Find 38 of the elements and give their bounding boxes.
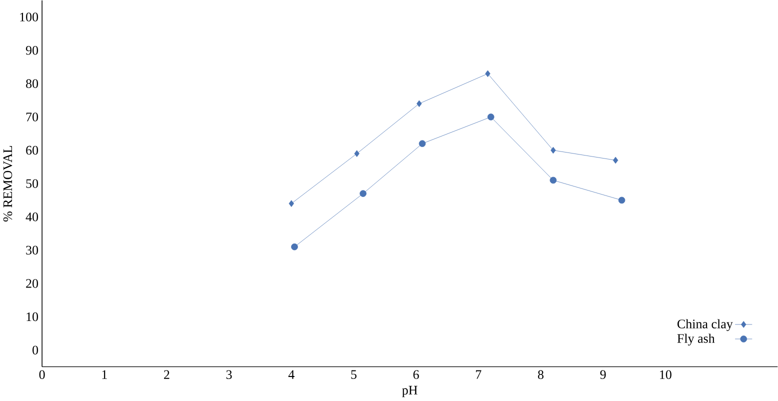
y-tick-label: 20 [26, 279, 38, 288]
x-tick-label: 6 [413, 370, 419, 380]
x-tick-label: 8 [538, 370, 544, 380]
point [288, 200, 294, 208]
x-tick-label: 4 [288, 370, 294, 380]
x-tick-label: 3 [226, 370, 232, 380]
x-tick-label: 9 [600, 370, 606, 380]
y-tick-label: 30 [26, 246, 38, 255]
y-axis-title: % REMOVAL [3, 146, 12, 222]
point [485, 70, 490, 78]
x-axis-title: pH [402, 386, 418, 398]
point [618, 197, 626, 204]
y-tick-label: 40 [26, 212, 38, 222]
point [416, 100, 422, 108]
point [550, 147, 556, 154]
point [354, 150, 360, 158]
y-tick-label: 50 [26, 179, 38, 188]
point [612, 157, 618, 164]
point [291, 244, 298, 250]
x-tick-label: 1 [102, 370, 107, 380]
y-tick-label: 80 [26, 80, 38, 88]
legend-label: Fly ash [677, 334, 715, 346]
y-tick-label: 0 [32, 346, 38, 355]
y-tick-label: 70 [26, 112, 38, 122]
point [550, 177, 557, 184]
x-tick-label: 0 [39, 370, 45, 380]
x-tick-label: 5 [351, 370, 356, 380]
legend-label: China clay [677, 319, 733, 332]
y-tick-label: 100 [20, 12, 38, 22]
point [360, 190, 366, 198]
x-tick-label: 2 [164, 370, 170, 380]
point [418, 140, 426, 148]
x-tick-label: 10 [660, 370, 672, 380]
y-tick-label: 60 [26, 146, 38, 155]
y-tick-label: 10 [26, 312, 38, 322]
point [487, 114, 494, 121]
y-tick-label: 90 [26, 46, 38, 55]
x-tick-label: 7 [476, 370, 482, 380]
